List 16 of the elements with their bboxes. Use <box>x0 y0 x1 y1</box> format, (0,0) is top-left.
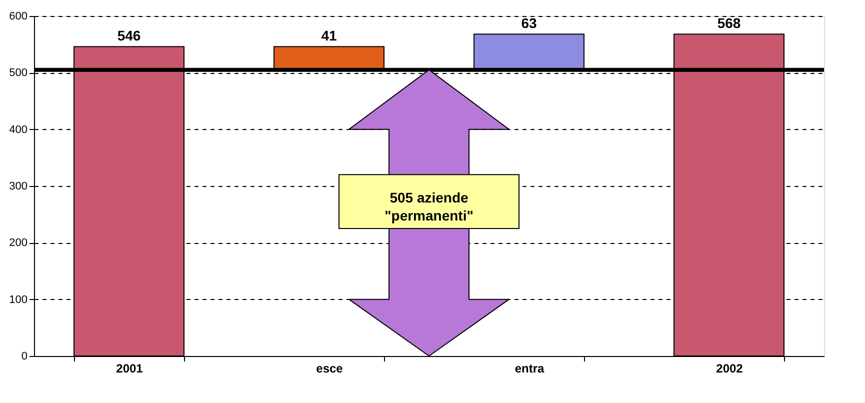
y-tick-label: 400 <box>9 124 28 136</box>
y-tick-label: 0 <box>21 350 28 362</box>
y-tick-label: 300 <box>9 180 28 192</box>
x-tick-label: 2002 <box>716 362 744 376</box>
annotation: 505 aziende "permanenti" <box>384 189 474 224</box>
y-tick-label: 500 <box>9 67 28 80</box>
data-label: 63 <box>521 15 537 32</box>
y-tick-label: 100 <box>9 294 28 306</box>
x-tick-label: 2001 <box>116 362 144 376</box>
data-label: 568 <box>717 15 741 32</box>
x-tick-label: entra <box>514 362 544 376</box>
y-tick-label: 200 <box>9 237 28 250</box>
y-tick-label: 600 <box>9 10 28 22</box>
data-label: 546 <box>117 28 141 44</box>
x-tick-label: esce <box>316 362 344 376</box>
data-label: 41 <box>321 28 337 44</box>
